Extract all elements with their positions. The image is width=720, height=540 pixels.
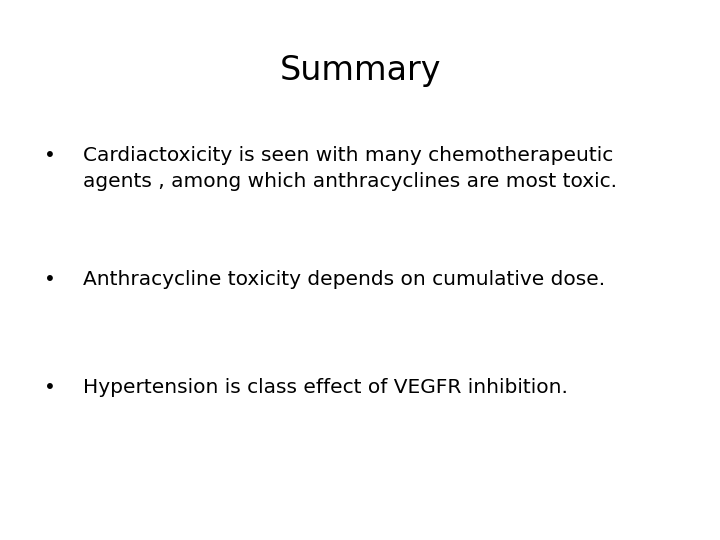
Text: •: • [45,270,56,289]
Text: Summary: Summary [279,54,441,87]
Text: •: • [45,378,56,397]
Text: Anthracycline toxicity depends on cumulative dose.: Anthracycline toxicity depends on cumula… [83,270,605,289]
Text: Hypertension is class effect of VEGFR inhibition.: Hypertension is class effect of VEGFR in… [83,378,567,397]
Text: Cardiactoxicity is seen with many chemotherapeutic
agents , among which anthracy: Cardiactoxicity is seen with many chemot… [83,146,617,191]
Text: •: • [45,146,56,165]
